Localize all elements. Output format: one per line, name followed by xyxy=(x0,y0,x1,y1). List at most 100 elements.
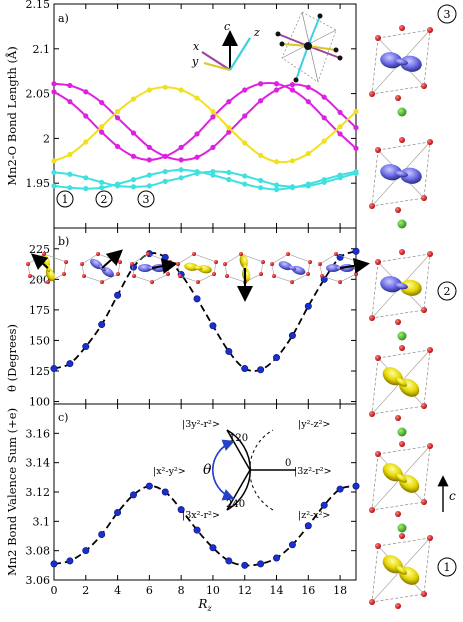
panel-a-ylabel: Mn2-O Bond Length (Å) xyxy=(5,46,19,185)
data-point xyxy=(177,506,185,514)
oxygen-atom xyxy=(375,147,381,153)
oxygen-atom xyxy=(375,259,381,265)
series-point-0 xyxy=(210,144,216,150)
series-point-1 xyxy=(321,115,327,121)
data-point xyxy=(288,332,296,340)
oxygen-atom xyxy=(196,280,200,284)
data-point xyxy=(129,491,137,499)
oxygen-atom xyxy=(225,274,229,278)
structure-orbital xyxy=(382,463,420,493)
structure-unit xyxy=(369,25,433,117)
wheel-ket-x2y2: |x²-y²> xyxy=(153,466,186,477)
oxygen-atom xyxy=(421,83,427,89)
orbital-lobe xyxy=(184,262,199,271)
series-point-0 xyxy=(258,98,264,104)
oxygen-atom xyxy=(395,511,401,517)
oxygen-atom xyxy=(46,280,50,284)
data-point xyxy=(114,509,122,517)
wheel-ket-y2z2: |y²-z²> xyxy=(298,419,330,430)
series-point-4 xyxy=(83,185,89,192)
structure-marker-2: 2 xyxy=(444,285,451,298)
oxygen-atom xyxy=(399,345,405,351)
oxygen-atom xyxy=(427,251,433,257)
data-point xyxy=(225,557,233,565)
c-axis-arrow: c xyxy=(437,475,456,512)
oxygen-atom xyxy=(421,307,427,313)
series-point-3 xyxy=(226,169,232,176)
data-point xyxy=(145,482,153,490)
structure-marker-3: 3 xyxy=(444,8,451,21)
octahedron-inset xyxy=(275,11,343,83)
oxygen-atom xyxy=(62,272,66,276)
oxygen-atom xyxy=(270,262,274,266)
data-point xyxy=(98,531,106,539)
structure-unit xyxy=(369,441,433,533)
oxygen-atom xyxy=(176,262,180,266)
data-point xyxy=(273,354,281,362)
orbital-lobe xyxy=(380,52,403,69)
y-tick-label: 3.1 xyxy=(33,515,51,528)
oxygen-atom xyxy=(369,315,375,321)
cage-edge xyxy=(371,29,431,95)
y-tick-label: 100 xyxy=(29,396,50,409)
data-point xyxy=(352,247,360,255)
oxygen-atom xyxy=(395,95,401,101)
structure-unit xyxy=(369,533,433,609)
structure-markers: 3 2 1 xyxy=(437,4,457,577)
oxygen-atom xyxy=(320,274,324,278)
marker-3: 3 xyxy=(143,193,150,206)
oxygen-atom xyxy=(421,195,427,201)
oxygen-atom xyxy=(427,535,433,541)
series-point-4 xyxy=(99,185,105,191)
x-tick-label: 8 xyxy=(178,584,185,597)
series-point-3 xyxy=(51,169,57,176)
series-point-0 xyxy=(305,84,311,90)
oxygen-atom xyxy=(375,355,381,361)
y-tick-label: 3.12 xyxy=(26,486,51,499)
data-point xyxy=(352,482,360,490)
oxygen-atom xyxy=(166,272,170,276)
series-point-4 xyxy=(226,177,232,183)
cation-atom xyxy=(397,523,407,533)
series-point-2 xyxy=(51,158,57,164)
series-point-2 xyxy=(130,96,137,102)
wheel-ket-z2x2: |z²-x²> xyxy=(298,510,330,521)
data-point xyxy=(241,561,249,569)
oxygen-atom xyxy=(427,27,433,33)
wheel-ket-3z2: |3z²-r²> xyxy=(294,466,332,477)
cation-atom xyxy=(397,331,407,341)
oxygen-atom xyxy=(375,35,381,41)
series-point-2 xyxy=(353,108,359,115)
x-tick-label: 14 xyxy=(270,584,284,597)
octahedron-orbital xyxy=(130,252,178,284)
series-point-1 xyxy=(289,87,296,93)
oxygen-atom xyxy=(395,415,401,421)
series-line-0 xyxy=(53,82,357,161)
oxygen-atom xyxy=(116,272,120,276)
structure-orbital xyxy=(380,276,422,296)
y-tick-label: 150 xyxy=(29,334,50,347)
oxygen-atom xyxy=(146,252,150,256)
series-point-1 xyxy=(337,131,343,137)
data-point xyxy=(193,295,201,303)
series-point-3 xyxy=(162,178,168,185)
structure-orbital xyxy=(380,52,422,72)
oxygen-atom xyxy=(421,403,427,409)
oxygen-atom xyxy=(100,280,104,284)
series-point-1 xyxy=(146,157,152,163)
oxygen-atom xyxy=(272,274,276,278)
panel-a-plot: 1.95 2 2.05 2.1 2.15 xyxy=(26,0,359,228)
series-point-4 xyxy=(337,172,343,178)
series-point-1 xyxy=(242,87,248,93)
series-point-1 xyxy=(194,131,200,137)
series-point-3 xyxy=(130,184,137,190)
oxygen-atom xyxy=(399,249,405,255)
series-point-4 xyxy=(258,185,264,191)
series-point-4 xyxy=(273,186,280,193)
panel-c-ylabel: Mn2 Bond Valence Sum (+e) xyxy=(5,408,19,576)
axis-y-label: y xyxy=(191,55,199,68)
oxygen-atom xyxy=(395,319,401,325)
series-point-2 xyxy=(83,139,89,145)
oxygen-atom xyxy=(421,591,427,597)
data-point xyxy=(193,526,201,534)
